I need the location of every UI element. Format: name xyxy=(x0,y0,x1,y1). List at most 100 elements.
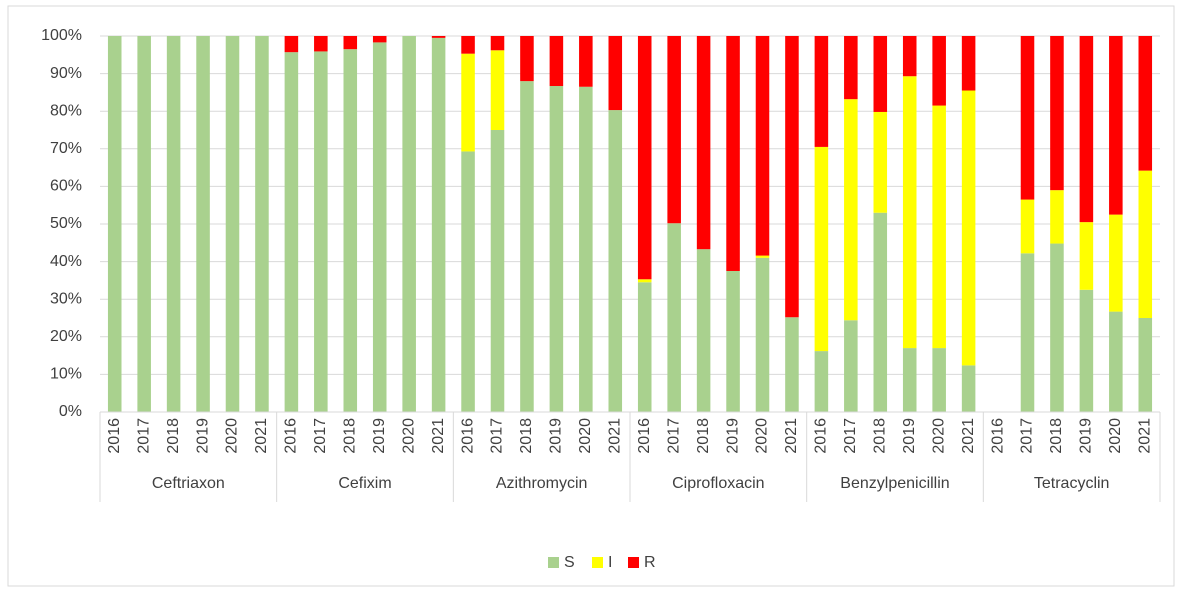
bar-segment xyxy=(431,37,446,412)
legend-label: I xyxy=(608,554,612,571)
x-tick-label: 2021 xyxy=(783,418,800,454)
bar-segment xyxy=(932,36,946,106)
x-tick-label: 2017 xyxy=(135,418,152,454)
x-tick-label: 2017 xyxy=(1019,418,1036,454)
bar-segment xyxy=(490,36,505,51)
legend-swatch xyxy=(548,557,559,568)
x-tick-label: 2021 xyxy=(253,418,270,454)
bar-segment xyxy=(844,99,858,321)
bar-segment xyxy=(490,50,505,131)
x-tick-label: 2020 xyxy=(930,418,947,454)
bar-segment xyxy=(902,348,917,412)
bar-segment xyxy=(902,76,917,349)
bar-segment xyxy=(902,36,917,77)
bar-segment xyxy=(785,317,799,412)
x-tick-label: 2016 xyxy=(989,418,1006,454)
group-label: Tetracyclin xyxy=(1034,475,1110,492)
x-tick-label: 2016 xyxy=(813,418,830,454)
bar-segment xyxy=(372,36,387,43)
bar-segment xyxy=(549,36,564,87)
bar-segment xyxy=(785,36,799,318)
bar-segment xyxy=(932,348,946,412)
bar-segment xyxy=(726,36,740,271)
x-tick-label: 2018 xyxy=(871,418,888,454)
bar-segment xyxy=(1138,170,1153,318)
bar-segment xyxy=(402,36,416,412)
bar-segment xyxy=(814,36,829,147)
bar-segment xyxy=(696,249,711,412)
bar-segment xyxy=(196,36,210,412)
bar-segment xyxy=(549,86,564,413)
bar-segment xyxy=(284,36,299,53)
bar-segment xyxy=(873,111,888,213)
bar-segment xyxy=(1050,190,1064,244)
bar-segment xyxy=(932,105,946,349)
bar-segment xyxy=(961,90,976,366)
bar-segment xyxy=(873,212,888,412)
bar-segment xyxy=(667,223,681,412)
bar-segment xyxy=(1079,36,1094,223)
bar-segment xyxy=(461,53,475,152)
y-tick-label: 90% xyxy=(50,65,82,82)
x-tick-label: 2021 xyxy=(960,418,977,454)
bar-segment xyxy=(314,51,328,412)
legend-swatch xyxy=(592,557,603,568)
bar-segment xyxy=(225,36,240,412)
group-label: Ciprofloxacin xyxy=(672,475,764,492)
legend-label: R xyxy=(644,554,656,571)
group-label: Ceftriaxon xyxy=(152,475,225,492)
legend-label: S xyxy=(564,554,575,571)
bar-segment xyxy=(873,36,888,112)
x-tick-label: 2018 xyxy=(341,418,358,454)
bar-segment xyxy=(961,36,976,91)
y-tick-label: 50% xyxy=(50,215,82,232)
y-tick-label: 60% xyxy=(50,178,82,195)
bar-segment xyxy=(844,36,858,100)
bar-segment xyxy=(608,36,623,111)
bar-segment xyxy=(814,351,829,412)
bar-segment xyxy=(637,282,652,412)
bar-segment xyxy=(1138,318,1153,412)
bar-segment xyxy=(520,81,534,413)
bar-segment xyxy=(1138,36,1153,171)
bar-segment xyxy=(1020,253,1035,412)
bar-segment xyxy=(755,36,770,256)
bar-segment xyxy=(372,42,387,412)
bar-segment xyxy=(608,110,623,413)
bar-segment xyxy=(1020,36,1035,200)
bar-segment xyxy=(343,36,358,50)
x-tick-label: 2019 xyxy=(724,418,741,454)
bar-segment xyxy=(667,36,681,224)
bar-segment xyxy=(814,146,829,352)
bar-segment xyxy=(284,52,299,412)
bar-segment xyxy=(579,36,593,87)
bar-segment xyxy=(1020,199,1035,254)
x-tick-label: 2019 xyxy=(548,418,565,454)
y-tick-label: 70% xyxy=(50,140,82,157)
x-tick-label: 2020 xyxy=(400,418,417,454)
bar-segment xyxy=(637,36,652,280)
y-tick-label: 80% xyxy=(50,102,82,119)
bar-segment xyxy=(520,36,534,82)
bar-segment xyxy=(137,36,151,412)
bar-segment xyxy=(637,279,652,283)
x-tick-label: 2019 xyxy=(1078,418,1095,454)
bar-segment xyxy=(166,36,181,412)
x-tick-label: 2016 xyxy=(283,418,300,454)
bar-segment xyxy=(1050,36,1064,191)
y-tick-label: 10% xyxy=(50,366,82,383)
x-tick-label: 2020 xyxy=(224,418,241,454)
bar-segment xyxy=(696,36,711,250)
x-tick-label: 2017 xyxy=(665,418,682,454)
bar-segment xyxy=(1079,222,1094,290)
x-tick-label: 2017 xyxy=(842,418,859,454)
bar-segment xyxy=(726,271,740,412)
x-tick-label: 2019 xyxy=(371,418,388,454)
y-tick-label: 100% xyxy=(41,27,82,44)
group-label: Cefixim xyxy=(338,475,391,492)
bar-segment xyxy=(343,49,358,412)
bar-segment xyxy=(431,36,446,38)
bar-segment xyxy=(1109,36,1123,215)
x-tick-label: 2017 xyxy=(312,418,329,454)
